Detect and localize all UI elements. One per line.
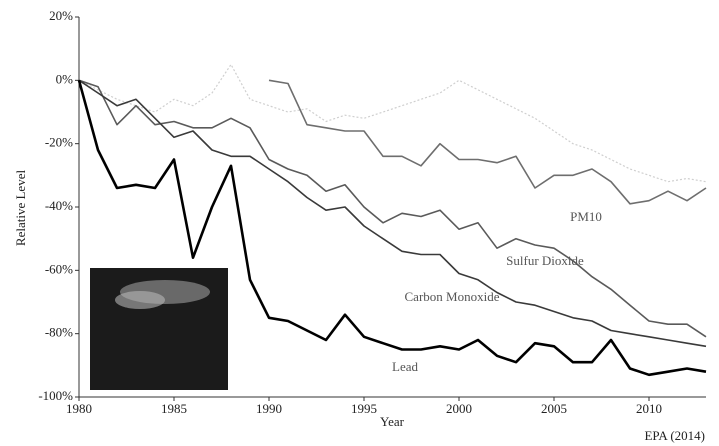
series-line (78, 79, 707, 338)
source: EPA (2014) (644, 428, 705, 443)
y-tick-label: -100% (38, 388, 73, 403)
x-tick-label: 1980 (66, 401, 92, 416)
y-axis-title: Relative Level (13, 170, 28, 247)
y-tick-label: -20% (45, 135, 73, 150)
inset-smoke (115, 291, 165, 309)
x-axis-title: Year (380, 414, 405, 429)
series-line (268, 79, 707, 205)
series-label: Sulfur Dioxide (506, 253, 584, 268)
x-tick-label: 1995 (351, 401, 377, 416)
series-line (77, 79, 707, 377)
x-tick-label: 2005 (541, 401, 567, 416)
y-tick-label: -80% (45, 325, 73, 340)
series-label: Lead (392, 359, 418, 374)
series-label: PM10 (570, 209, 602, 224)
series-line (78, 79, 707, 348)
y-tick-label: 0% (56, 71, 74, 86)
y-tick-label: -40% (45, 198, 73, 213)
x-tick-label: 1985 (161, 401, 187, 416)
y-tick-label: 20% (49, 8, 73, 23)
x-tick-label: 2010 (636, 401, 662, 416)
series-line (78, 63, 707, 183)
y-tick-label: -60% (45, 261, 73, 276)
x-tick-label: 1990 (256, 401, 282, 416)
x-tick-label: 2000 (446, 401, 472, 416)
series-label: Carbon Monoxide (405, 289, 500, 304)
